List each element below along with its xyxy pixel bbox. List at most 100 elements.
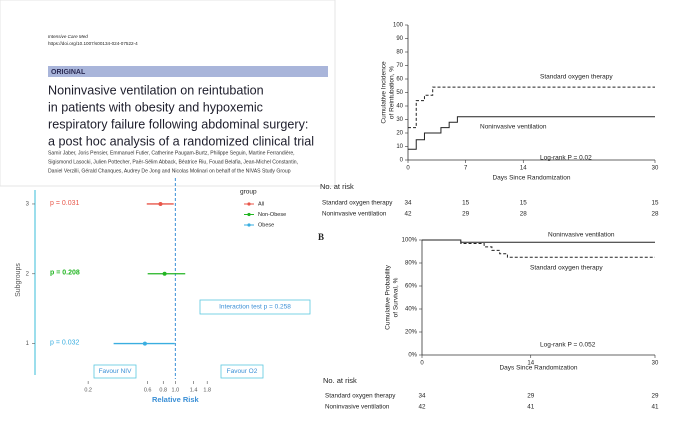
survival-curve xyxy=(422,239,655,258)
y-axis-label: Cumulative Incidence xyxy=(381,61,388,124)
title-line: a post hoc analysis of a randomized clin… xyxy=(48,134,314,148)
x-tick-label: 30 xyxy=(652,166,659,172)
title-line: Noninvasive ventilation on reintubation xyxy=(48,83,264,97)
x-axis-label: Days Since Randomization xyxy=(499,365,577,372)
risk-count: 28 xyxy=(520,211,528,218)
y-tick-label: 70 xyxy=(396,63,403,69)
y-axis-label: of Reintubation, % xyxy=(389,66,396,119)
series-label: Standard oxygen therapy xyxy=(540,74,613,81)
interaction-box xyxy=(199,299,311,315)
legend-label: Non-Obese xyxy=(258,212,286,218)
survival-curve xyxy=(408,86,655,129)
section: ORIGINAL xyxy=(51,69,86,76)
annotation: Log-rank P = 0.052 xyxy=(540,342,596,349)
legend-dot xyxy=(247,223,251,227)
x-tick-label: 1.0 xyxy=(172,387,180,393)
x-tick-label: 0 xyxy=(420,361,424,367)
risk-table-title: No. at risk xyxy=(320,182,354,191)
y-tick-label: 40% xyxy=(405,307,418,313)
legend-dot xyxy=(247,202,251,206)
favour-box xyxy=(220,364,264,379)
p-value: p = 0.031 xyxy=(50,200,79,207)
risk-count: 29 xyxy=(527,393,535,400)
doi: https://doi.org/10.1007/s00134-024-07522… xyxy=(48,41,138,46)
risk-count: 29 xyxy=(462,211,470,218)
y-tick-label: 0% xyxy=(408,353,417,359)
risk-count: 41 xyxy=(651,404,659,411)
y-tick-label: 40 xyxy=(396,104,403,110)
legend-label: All xyxy=(258,201,264,207)
x-tick-label: 0.8 xyxy=(159,387,167,393)
y-tick-label: 60% xyxy=(405,284,418,290)
risk-count: 28 xyxy=(651,211,659,218)
series-label: Standard oxygen therapy xyxy=(530,265,603,272)
annotation: Log-rank P = 0.02 xyxy=(540,155,592,162)
y-tick-label: 50 xyxy=(396,90,403,96)
series-label: Noninvasive ventilation xyxy=(548,232,615,239)
journal: Intensive Care Med xyxy=(48,34,88,39)
risk-count: 15 xyxy=(651,200,659,207)
y-axis-label: of Survival, % xyxy=(393,277,400,317)
x-axis-label: Days Since Randomization xyxy=(492,175,570,182)
y-tick-label: 80 xyxy=(396,50,403,56)
interaction-label: Interaction test p = 0.258 xyxy=(219,304,291,311)
x-tick-label: 14 xyxy=(520,166,527,172)
section-bar xyxy=(48,66,328,77)
risk-count: 34 xyxy=(404,200,412,207)
legend-title: group xyxy=(240,189,257,196)
y-tick-label: 80% xyxy=(405,261,418,267)
favour-label: Favour NIV xyxy=(99,368,133,375)
point-estimate xyxy=(162,271,167,276)
author-line: Samir Jaber, Joris Pensier, Emmanuel Fut… xyxy=(48,150,295,156)
y-tick-label: 10 xyxy=(396,144,403,150)
point-estimate xyxy=(158,201,163,206)
y-tick-label: 3 xyxy=(26,202,30,208)
y-tick-label: 100% xyxy=(402,238,418,244)
y-tick-label: 2 xyxy=(26,271,30,277)
legend-dot xyxy=(247,212,251,217)
x-tick-label: 1.4 xyxy=(190,387,198,393)
risk-row-label: Noninvasive ventilation xyxy=(325,404,390,411)
author-line: Daniel Verzilli, Gérald Chanques, Audrey… xyxy=(48,168,291,174)
p-value: p = 0.032 xyxy=(50,339,79,346)
survival-curve xyxy=(422,239,655,243)
title-line: in patients with obesity and hypoxemic xyxy=(48,100,263,114)
x-tick-label: 0.2 xyxy=(84,387,92,393)
risk-row-label: Noninvasive ventilation xyxy=(322,211,387,218)
favour-box xyxy=(93,364,137,379)
y-tick-label: 20 xyxy=(396,131,403,137)
survival-curve xyxy=(408,116,655,150)
x-axis-label: Relative Risk xyxy=(152,395,200,404)
panel-label: B xyxy=(318,232,324,242)
risk-count: 42 xyxy=(404,211,412,218)
risk-count: 42 xyxy=(418,404,426,411)
article-card xyxy=(0,0,336,187)
risk-count: 15 xyxy=(520,200,528,207)
x-tick-label: 0.6 xyxy=(144,387,152,393)
risk-count: 29 xyxy=(651,393,659,400)
y-axis-label: Cumulative Probability xyxy=(385,264,392,329)
risk-row-label: Standard oxygen therapy xyxy=(322,200,393,207)
x-tick-label: 7 xyxy=(464,166,468,172)
series-label: Noninvasive ventilation xyxy=(480,124,547,131)
risk-row-label: Standard oxygen therapy xyxy=(325,393,396,400)
y-tick-label: 30 xyxy=(396,117,403,123)
risk-table-title: No. at risk xyxy=(323,376,357,385)
x-tick-label: 30 xyxy=(652,361,659,367)
x-tick-label: 1.8 xyxy=(203,387,211,393)
risk-count: 15 xyxy=(462,200,470,207)
title-line: respiratory failure following abdominal … xyxy=(48,117,308,131)
y-tick-label: 90 xyxy=(396,36,403,42)
y-axis-label: Subgroups xyxy=(15,263,22,297)
p-value: p = 0.208 xyxy=(50,270,80,277)
y-tick-label: 20% xyxy=(405,330,418,336)
y-tick-label: 1 xyxy=(26,341,30,347)
risk-count: 34 xyxy=(418,393,426,400)
legend-label: Obese xyxy=(258,222,274,228)
author-line: Sigismond Lasocki, Julien Pottecher, Paë… xyxy=(48,159,298,165)
y-tick-label: 100 xyxy=(393,23,404,29)
y-tick-label: 60 xyxy=(396,77,403,83)
risk-count: 41 xyxy=(527,404,535,411)
